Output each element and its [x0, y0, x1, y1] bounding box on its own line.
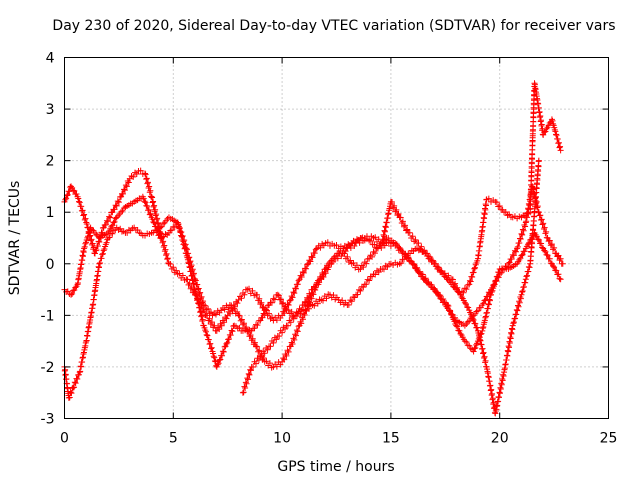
series-track-d: [239, 157, 542, 417]
x-tick-label: 25: [600, 431, 618, 447]
x-tick-label: 20: [491, 431, 509, 447]
x-tick-label: 10: [273, 431, 291, 447]
y-tick-label: 3: [46, 102, 55, 118]
chart-title: Day 230 of 2020, Sidereal Day-to-day VTE…: [52, 18, 615, 34]
y-tick-label: -3: [41, 412, 55, 428]
data-point-markers: [239, 157, 542, 417]
grid-lines: [64, 57, 609, 419]
y-axis-tick-labels: -3 -2 -1 0 1 2 3 4: [41, 51, 55, 428]
y-tick-label: 1: [46, 205, 55, 221]
y-tick-label: -1: [41, 308, 55, 324]
x-axis-tick-labels: 0 5 10 15 20 25: [60, 431, 617, 447]
data-points: [61, 80, 566, 417]
series-track-c: [61, 80, 564, 401]
x-tick-label: 5: [169, 431, 178, 447]
x-tick-label: 0: [60, 431, 69, 447]
plot-frame: [64, 57, 609, 419]
axis-ticks: [64, 57, 609, 419]
y-tick-label: 0: [46, 257, 55, 273]
y-tick-label: -2: [41, 360, 55, 376]
x-tick-label: 15: [382, 431, 400, 447]
data-point-markers: [61, 193, 564, 371]
series-track-b: [61, 193, 564, 371]
y-tick-label: 2: [46, 154, 55, 170]
y-tick-label: 4: [46, 51, 55, 67]
x-axis-label: GPS time / hours: [277, 459, 394, 475]
data-point-markers: [61, 80, 564, 401]
y-axis-label: SDTVAR / TECUs: [7, 181, 23, 296]
